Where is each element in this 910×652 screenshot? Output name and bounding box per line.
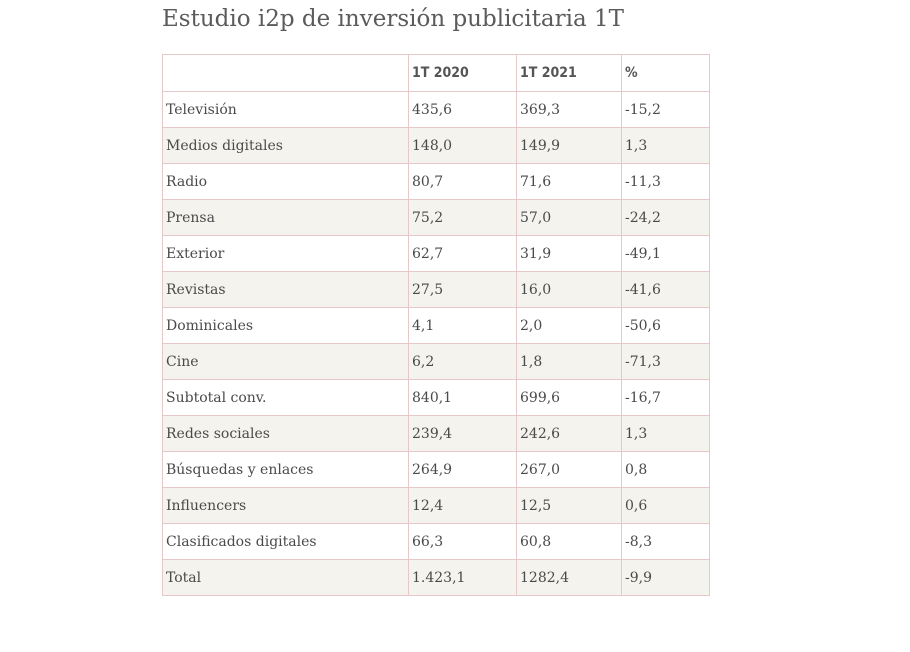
cell-percent: 1,3 [621,127,710,164]
cell-medium: Influencers [162,487,409,524]
cell-1t-2020: 4,1 [408,307,517,344]
cell-medium: Cine [162,343,409,380]
cell-medium: Radio [162,163,409,200]
cell-percent: -15,2 [621,91,710,128]
cell-1t-2021: 2,0 [516,307,622,344]
cell-percent: -9,9 [621,559,710,596]
cell-1t-2020: 6,2 [408,343,517,380]
cell-medium: Búsquedas y enlaces [162,451,409,488]
cell-1t-2021: 12,5 [516,487,622,524]
table-body: Televisión 435,6 369,3 -15,2 Medios digitale… [162,91,710,596]
cell-1t-2021: 1282,4 [516,559,622,596]
cell-1t-2021: 31,9 [516,235,622,272]
table-row: Búsquedas y enlaces 264,9 267,0 0,8 [162,451,710,488]
table-header-row: 1T 2020 1T 2021 % [162,54,710,92]
cell-percent: 0,6 [621,487,710,524]
cell-1t-2020: 27,5 [408,271,517,308]
cell-1t-2021: 369,3 [516,91,622,128]
cell-medium: Revistas [162,271,409,308]
cell-1t-2020: 1.423,1 [408,559,517,596]
cell-1t-2021: 16,0 [516,271,622,308]
cell-medium: Subtotal conv. [162,379,409,416]
cell-percent: 0,8 [621,451,710,488]
cell-medium: Prensa [162,199,409,236]
cell-medium: Televisión [162,91,409,128]
cell-1t-2021: 267,0 [516,451,622,488]
cell-1t-2021: 699,6 [516,379,622,416]
cell-1t-2020: 62,7 [408,235,517,272]
table-row: Total 1.423,1 1282,4 -9,9 [162,559,710,596]
table-row: Subtotal conv. 840,1 699,6 -16,7 [162,379,710,416]
table-row: Dominicales 4,1 2,0 -50,6 [162,307,710,344]
cell-1t-2021: 60,8 [516,523,622,560]
cell-medium: Medios digitales [162,127,409,164]
cell-1t-2021: 71,6 [516,163,622,200]
cell-percent: 1,3 [621,415,710,452]
cell-1t-2020: 148,0 [408,127,517,164]
cell-percent: -24,2 [621,199,710,236]
cell-1t-2020: 66,3 [408,523,517,560]
header-cell-percent: % [621,54,710,92]
investment-table: 1T 2020 1T 2021 % Televisión 435,6 369,3 -1… [162,54,710,596]
cell-medium: Exterior [162,235,409,272]
cell-1t-2020: 80,7 [408,163,517,200]
table-row: Redes sociales 239,4 242,6 1,3 [162,415,710,452]
cell-medium: Clasificados digitales [162,523,409,560]
cell-percent: -11,3 [621,163,710,200]
cell-percent: -71,3 [621,343,710,380]
table-row: Radio 80,7 71,6 -11,3 [162,163,710,200]
header-cell-1t-2021: 1T 2021 [516,54,622,92]
cell-1t-2021: 242,6 [516,415,622,452]
cell-1t-2020: 12,4 [408,487,517,524]
table-row: Prensa 75,2 57,0 -24,2 [162,199,710,236]
table-row: Cine 6,2 1,8 -71,3 [162,343,710,380]
table-row: Clasificados digitales 66,3 60,8 -8,3 [162,523,710,560]
cell-1t-2020: 840,1 [408,379,517,416]
cell-medium: Redes sociales [162,415,409,452]
table-row: Influencers 12,4 12,5 0,6 [162,487,710,524]
cell-1t-2020: 239,4 [408,415,517,452]
page-title: Estudio i2p de inversión publicitaria 1T [162,6,624,32]
table-row: Televisión 435,6 369,3 -15,2 [162,91,710,128]
table-row: Revistas 27,5 16,0 -41,6 [162,271,710,308]
cell-percent: -16,7 [621,379,710,416]
cell-1t-2021: 149,9 [516,127,622,164]
cell-percent: -41,6 [621,271,710,308]
cell-medium: Total [162,559,409,596]
cell-1t-2021: 1,8 [516,343,622,380]
cell-percent: -8,3 [621,523,710,560]
cell-1t-2021: 57,0 [516,199,622,236]
cell-1t-2020: 435,6 [408,91,517,128]
header-cell-1t-2020: 1T 2020 [408,54,517,92]
table-row: Exterior 62,7 31,9 -49,1 [162,235,710,272]
cell-medium: Dominicales [162,307,409,344]
cell-1t-2020: 75,2 [408,199,517,236]
cell-percent: -50,6 [621,307,710,344]
table-row: Medios digitales 148,0 149,9 1,3 [162,127,710,164]
cell-1t-2020: 264,9 [408,451,517,488]
header-cell-medium [162,54,409,92]
cell-percent: -49,1 [621,235,710,272]
